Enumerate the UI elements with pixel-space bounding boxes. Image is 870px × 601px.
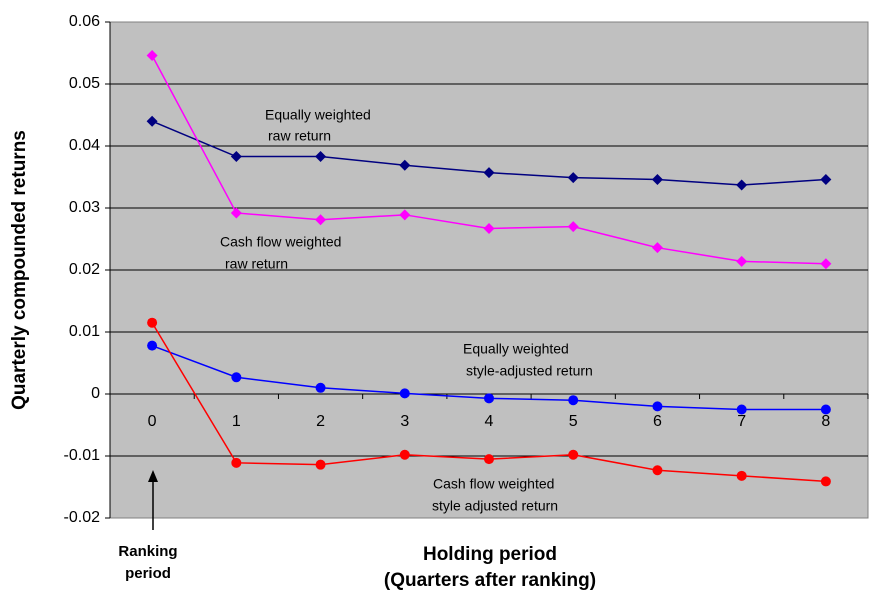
x-tick-label: 6 (653, 413, 662, 430)
marker (399, 209, 411, 221)
marker (230, 151, 242, 163)
marker (820, 258, 832, 270)
series-annotation: raw return (268, 128, 331, 144)
x-tick-label: 7 (737, 413, 746, 430)
marker (820, 173, 832, 185)
series-annotation: Equally weighted (265, 107, 371, 123)
y-tick-label: -0.02 (64, 509, 101, 526)
ranking-arrowhead (148, 470, 158, 482)
series-annotation: raw return (225, 256, 288, 272)
y-tick-label: 0.02 (69, 261, 100, 278)
series-annotation: style adjusted return (432, 498, 558, 514)
marker (230, 207, 242, 219)
series-annotation: Equally weighted (463, 341, 569, 357)
x-tick-label: 4 (485, 413, 494, 430)
y-tick-label: 0.05 (69, 75, 100, 92)
marker (736, 470, 747, 481)
series-annotation: Cash flow weighted (220, 234, 341, 250)
y-tick-label: -0.01 (64, 447, 101, 464)
marker (820, 476, 831, 487)
marker (146, 115, 158, 127)
x-tick-label: 3 (400, 413, 409, 430)
marker (315, 459, 326, 470)
y-tick-label: 0.01 (69, 323, 100, 340)
marker (231, 372, 242, 383)
marker (315, 382, 326, 393)
x-tick-label: 1 (232, 413, 241, 430)
series-annotation: style-adjusted return (466, 363, 593, 379)
marker (736, 404, 747, 415)
marker (568, 449, 579, 460)
x-tick-label: 5 (569, 413, 578, 430)
y-tick-label: 0.03 (69, 199, 100, 216)
marker (568, 395, 579, 406)
marker (651, 242, 663, 254)
x-tick-label: 8 (821, 413, 830, 430)
x-tick-label: 0 (148, 413, 157, 430)
marker (315, 151, 327, 163)
marker (399, 159, 411, 171)
y-tick-label: 0.06 (69, 13, 100, 30)
x-axis-title: (Quarters after ranking) (384, 570, 596, 591)
marker (399, 388, 410, 399)
marker (483, 167, 495, 179)
y-axis-title: Quarterly compounded returns (9, 130, 30, 410)
marker (820, 404, 831, 415)
series-annotation: Cash flow weighted (433, 476, 554, 492)
marker (567, 172, 579, 184)
marker (315, 214, 327, 226)
marker (399, 449, 410, 460)
marker (652, 465, 663, 476)
marker (231, 457, 242, 468)
marker (651, 173, 663, 185)
marker (146, 49, 158, 61)
x-tick-label: 2 (316, 413, 325, 430)
marker (736, 179, 748, 191)
ranking-label: Ranking (118, 543, 177, 560)
marker (147, 340, 158, 351)
marker (484, 393, 494, 404)
marker (483, 222, 495, 234)
marker (147, 317, 158, 328)
marker (484, 454, 494, 465)
ranking-label: period (125, 565, 171, 582)
x-axis-title: Holding period (423, 544, 557, 565)
y-tick-label: 0.04 (69, 137, 100, 154)
marker (652, 401, 663, 412)
marker (736, 255, 748, 267)
y-tick-label: 0 (91, 385, 100, 402)
marker (567, 221, 579, 233)
